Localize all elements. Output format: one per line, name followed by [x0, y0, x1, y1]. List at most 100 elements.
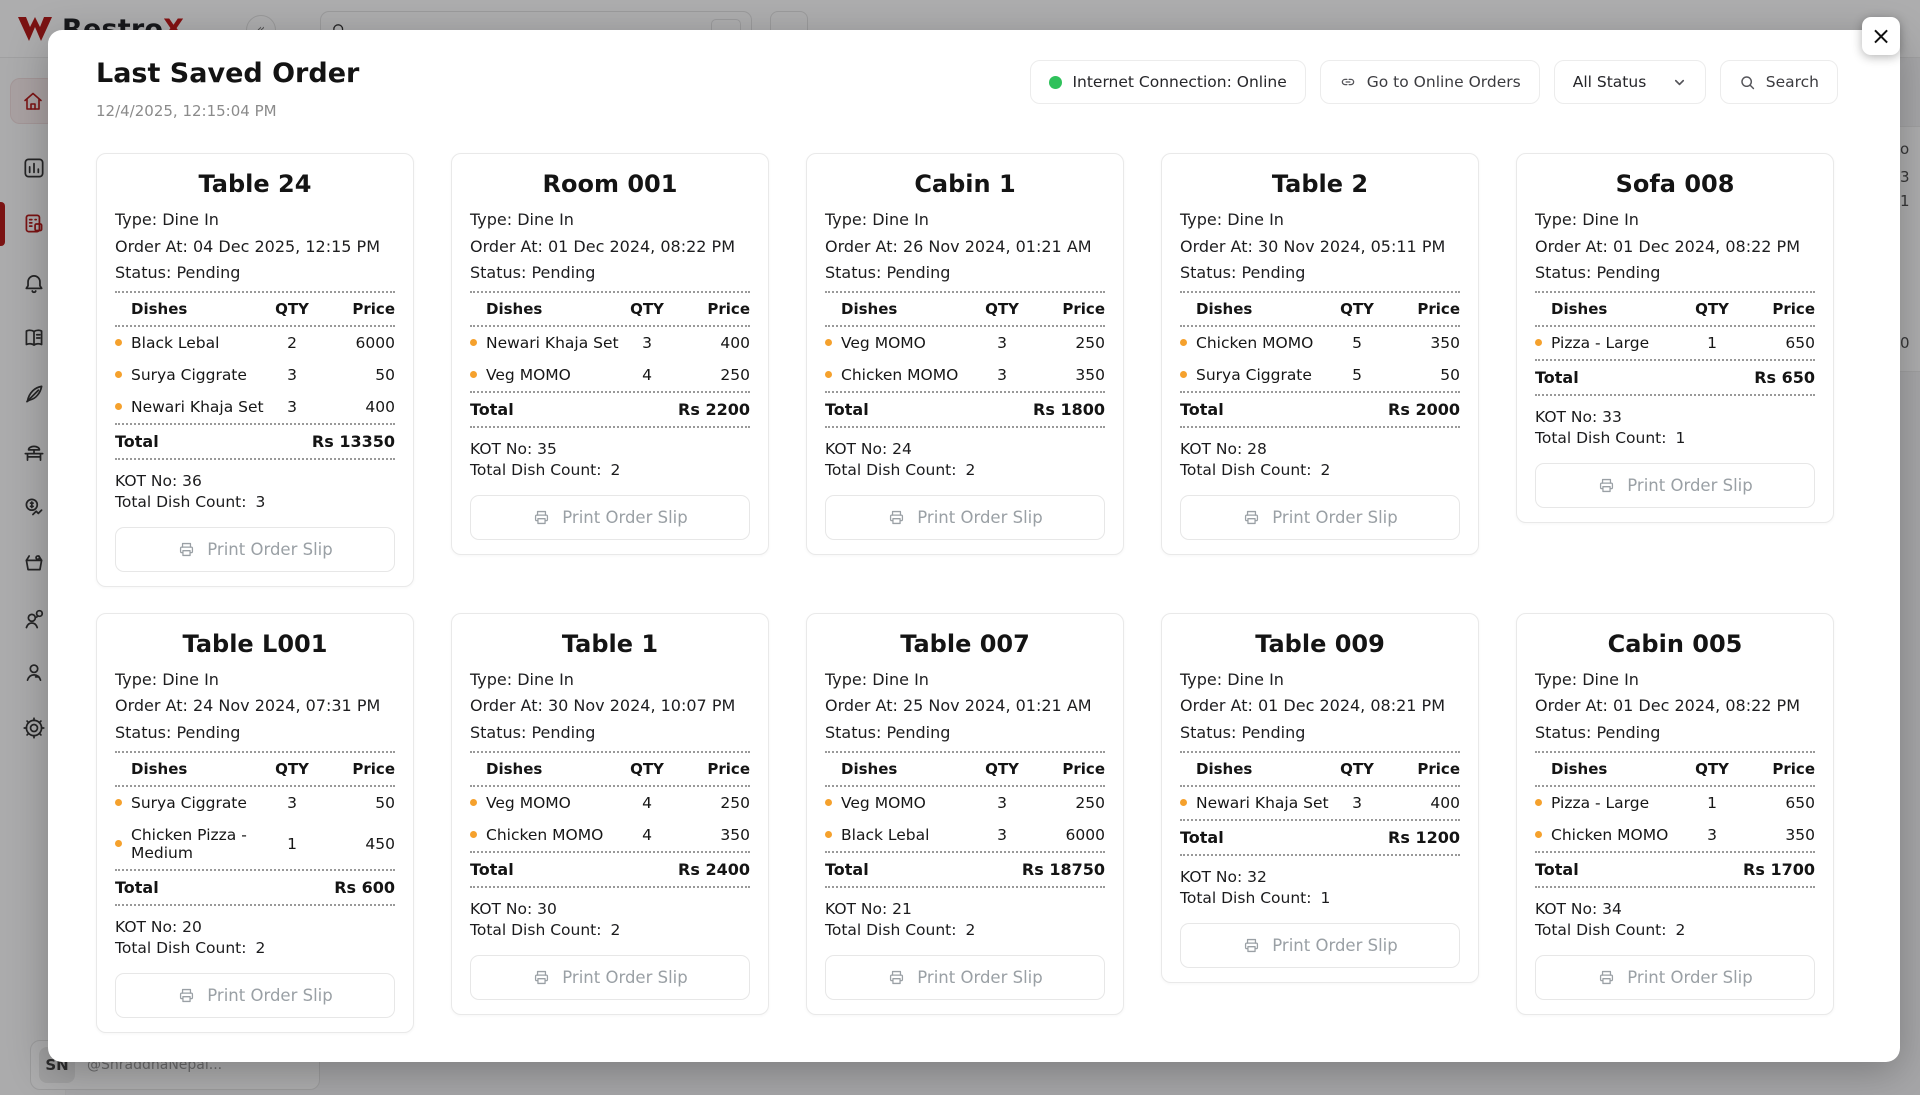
print-order-slip-button[interactable]: Print Order Slip — [825, 954, 1105, 1000]
sidebar-item-support[interactable] — [20, 606, 48, 634]
order-type: Type: Dine In — [1535, 210, 1639, 229]
kot-block: KOT No: 36 Total Dish Count: 3 — [115, 471, 395, 513]
sidebar-item-billing[interactable] — [20, 210, 48, 238]
sidebar-item-inventory[interactable] — [20, 548, 48, 576]
dish-qty: 3 — [997, 365, 1007, 384]
dish-row: Chicken MOMO 4 350 — [470, 819, 750, 851]
go-to-online-orders-button[interactable]: Go to Online Orders — [1319, 60, 1540, 104]
order-time: Order At: 30 Nov 2024, 05:11 PM — [1180, 236, 1446, 256]
dish-name: Newari Khaja Set — [1196, 793, 1329, 812]
print-order-slip-button[interactable]: Print Order Slip — [115, 526, 395, 572]
order-status: Status: Pending — [470, 263, 596, 283]
dish-qty: 3 — [997, 825, 1007, 844]
total-label: Total — [115, 877, 159, 897]
print-order-slip-button[interactable]: Print Order Slip — [1535, 462, 1815, 508]
order-card: Sofa 008 Type: Dine In Order At: 01 Dec … — [1516, 153, 1834, 523]
dish-count-value: 2 — [610, 460, 621, 479]
dish-name: Black Lebal — [131, 333, 220, 352]
price-column-header: Price — [1772, 299, 1815, 318]
dishes-column-header: Dishes — [131, 299, 188, 318]
table-name: Cabin 1 — [914, 170, 1016, 198]
total-label: Total — [1535, 367, 1579, 387]
bell-icon — [25, 275, 43, 294]
order-card: Table 2 Type: Dine In Order At: 30 Nov 2… — [1161, 153, 1479, 555]
dish-count: Total Dish Count: 2 — [825, 920, 1105, 941]
dish-table-header: Dishes QTY Price — [115, 290, 395, 327]
print-order-slip-button[interactable]: Print Order Slip — [470, 954, 750, 1000]
search-button[interactable]: Search — [1719, 60, 1838, 104]
dish-name-cell: Pizza - Large — [1535, 334, 1685, 352]
dish-price: 50 — [375, 365, 395, 384]
print-label: Print Order Slip — [562, 507, 688, 527]
sidebar-item-notifications[interactable] — [20, 270, 48, 298]
kot-number: KOT No: 21 — [825, 899, 912, 918]
sidebar-item-recipes[interactable] — [20, 380, 48, 408]
page-title: Last Saved Order — [96, 58, 360, 89]
total-amount: Rs 600 — [334, 877, 395, 897]
table-name: Table 24 — [198, 170, 312, 198]
dish-qty: 5 — [1352, 365, 1362, 384]
storage-basket-icon — [25, 555, 43, 571]
pos-billing-icon — [25, 214, 43, 233]
print-order-slip-button[interactable]: Print Order Slip — [470, 494, 750, 540]
print-order-slip-button[interactable]: Print Order Slip — [1535, 954, 1815, 1000]
sidebar-item-tables[interactable] — [20, 438, 48, 466]
sidebar-item-customers[interactable] — [20, 658, 48, 686]
dish-count-value: 2 — [255, 938, 266, 957]
dish-price: 350 — [1075, 365, 1105, 384]
total-amount: Rs 2200 — [678, 399, 750, 419]
order-time: Order At: 26 Nov 2024, 01:21 AM — [825, 236, 1092, 256]
total-label: Total — [1535, 859, 1579, 879]
dish-qty: 3 — [287, 793, 297, 812]
dish-table-header: Dishes QTY Price — [1535, 290, 1815, 327]
qty-column-header: QTY — [985, 759, 1019, 778]
dish-row: Black Lebal 3 6000 — [825, 819, 1105, 851]
dish-name: Veg MOMO — [841, 333, 926, 352]
sidebar-item-settings[interactable] — [20, 714, 48, 742]
dish-bullet-icon — [115, 339, 122, 347]
sidebar-item-finance[interactable] — [20, 494, 48, 522]
dish-price: 50 — [375, 793, 395, 812]
sidebar-item-menu[interactable] — [20, 324, 48, 352]
dish-name: Chicken MOMO — [841, 365, 959, 384]
status-filter-select[interactable]: All Status — [1553, 60, 1706, 104]
order-status: Status: Pending — [825, 722, 951, 742]
printer-icon — [1600, 970, 1614, 984]
dish-bullet-icon — [115, 371, 122, 379]
dish-count-value: 2 — [1675, 920, 1686, 939]
dish-rows: Chicken MOMO 5 350 Surya Ciggrate 5 50 — [1180, 327, 1460, 391]
dish-count-label: Total Dish Count: — [825, 460, 957, 479]
print-order-slip-button[interactable]: Print Order Slip — [825, 494, 1105, 540]
kot-block: KOT No: 20 Total Dish Count: 2 — [115, 917, 395, 959]
dish-price: 400 — [1430, 793, 1460, 812]
dish-price: 350 — [1430, 333, 1460, 352]
price-column-header: Price — [1417, 299, 1460, 318]
print-order-slip-button[interactable]: Print Order Slip — [1180, 494, 1460, 540]
order-card: Table 009 Type: Dine In Order At: 01 Dec… — [1161, 612, 1479, 983]
total-row: Total Rs 13350 — [115, 422, 395, 460]
close-modal-button[interactable]: × — [1862, 17, 1900, 55]
total-amount: Rs 18750 — [1021, 859, 1105, 879]
sidebar-item-dashboard[interactable] — [20, 154, 48, 182]
dish-rows: Black Lebal 2 6000 Surya Ciggrate 3 50 N… — [115, 327, 395, 423]
kot-number: KOT No: 30 — [470, 899, 557, 918]
dish-bullet-icon — [470, 799, 477, 807]
print-label: Print Order Slip — [562, 967, 688, 987]
print-order-slip-button[interactable]: Print Order Slip — [1180, 922, 1460, 968]
print-order-slip-button[interactable]: Print Order Slip — [115, 972, 395, 1018]
dish-price: 250 — [1075, 333, 1105, 352]
dish-name: Veg MOMO — [486, 793, 571, 812]
dish-qty: 3 — [997, 333, 1007, 352]
dishes-column-header: Dishes — [486, 759, 543, 778]
order-card: Table 24 Type: Dine In Order At: 04 Dec … — [96, 153, 414, 587]
total-label: Total — [470, 399, 514, 419]
dish-count-value: 2 — [965, 460, 976, 479]
dish-count: Total Dish Count: 3 — [115, 492, 395, 513]
dish-name: Newari Khaja Set — [486, 333, 619, 352]
background-text-fragment: 1 — [1900, 192, 1910, 210]
dish-count: Total Dish Count: 2 — [1180, 460, 1460, 481]
dish-name-cell: Chicken MOMO — [470, 826, 620, 844]
dish-bullet-icon — [1535, 799, 1542, 807]
internet-status-text: Internet Connection: Online — [1072, 73, 1287, 91]
price-column-header: Price — [352, 759, 395, 778]
